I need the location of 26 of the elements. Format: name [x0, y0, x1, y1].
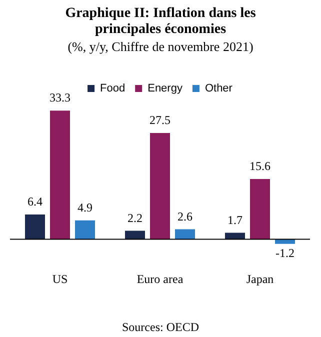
bar: [25, 214, 45, 240]
x-tick-label: Euro area: [136, 272, 184, 286]
bar: [125, 230, 145, 240]
data-label: 1.7: [228, 212, 242, 227]
chart-title: Graphique II: Inflation dans les principales économies: [64, 6, 257, 38]
chart-subtitle: (%, y/y, Chiffre de novembre 2021): [66, 39, 254, 55]
legend-label: Other: [204, 82, 233, 95]
x-tick-label: Japan: [246, 272, 274, 286]
data-label: 33.3: [50, 90, 70, 105]
data-label: -1.2: [276, 246, 294, 260]
legend-label: Energy: [148, 82, 183, 95]
data-label: 2.2: [128, 210, 142, 225]
bar: [75, 220, 95, 240]
data-label: 27.5: [150, 113, 170, 128]
data-label: 4.9: [78, 200, 92, 214]
data-label: 2.6: [178, 209, 192, 224]
bar: [150, 132, 170, 240]
legend-label: Food: [100, 82, 126, 95]
data-label: 15.6: [250, 159, 270, 174]
bar: [175, 229, 195, 240]
bar: [250, 178, 270, 240]
source-note: Sources: OECD: [121, 320, 200, 335]
bar: [225, 232, 245, 240]
x-tick-label: US: [52, 272, 68, 286]
data-label: 6.4: [28, 194, 42, 209]
bar: [50, 110, 70, 240]
